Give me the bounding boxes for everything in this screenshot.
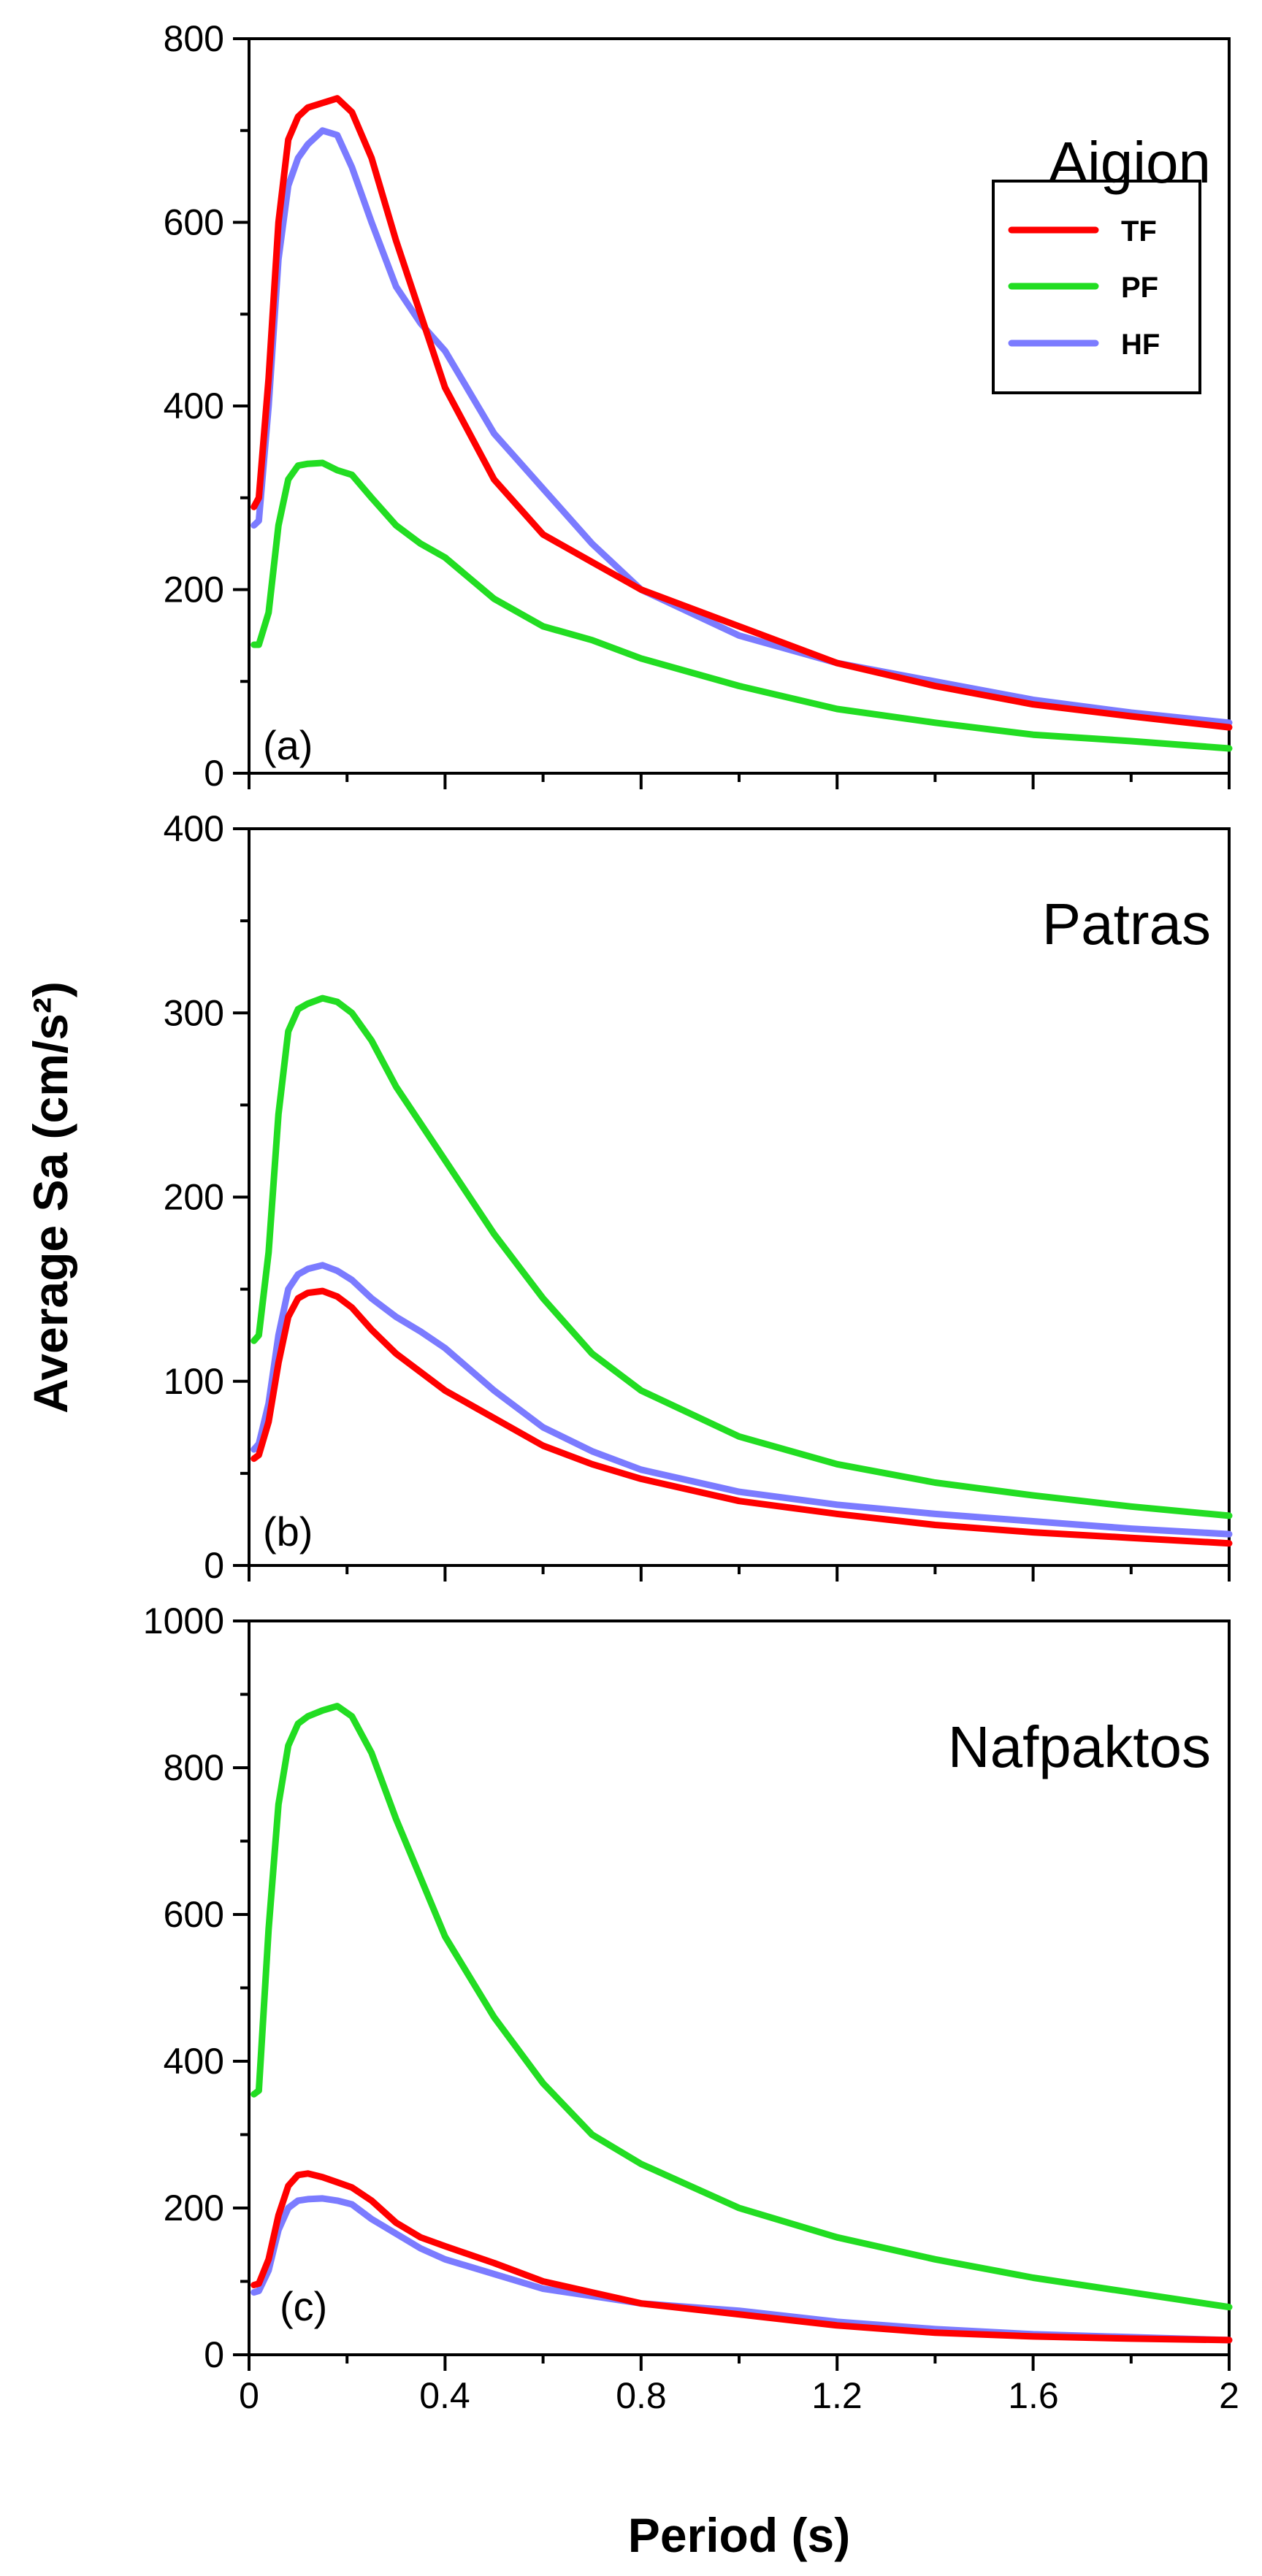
panel-patras-series [251,994,1233,1547]
x-tick-label: 1.6 [1008,2375,1059,2416]
series-line-tf [251,2170,1233,2344]
y-tick-label: 100 [164,1361,224,1402]
panel-aigion-series [251,95,1233,752]
series-line-pf [251,459,1233,752]
y-tick-label: 300 [164,992,224,1033]
panel-patras-ticks: 0 100 200 300 400 [164,808,1231,1586]
y-tick-label: 400 [164,2041,224,2082]
y-tick-label: 0 [204,753,224,794]
panel-nafpaktos-ticks: 0 200 400 600 800 1000 [143,1601,1231,2375]
legend-box [992,180,1201,394]
y-tick-label: 0 [204,2334,224,2375]
y-tick-label: 200 [164,570,224,610]
x-tick-label: 2 [1219,2375,1239,2416]
legend-label-pf: PF [1121,272,1158,304]
y-axis-title: Average Sa (cm/s²) [23,981,77,1414]
y-tick-label: 400 [164,386,224,426]
x-tick-label: 0 [239,2375,259,2416]
x-tick-label: 0.8 [616,2375,667,2416]
legend: TF PF HF [992,180,1201,394]
legend-label-hf: HF [1121,329,1160,361]
panel-aigion-letter: (a) [263,722,313,768]
x-tick-label: 0.4 [419,2375,470,2416]
panel-nafpaktos-series [251,1703,1233,2344]
series-line-hf [251,127,1233,727]
panel-nafpaktos-letter: (c) [280,2283,327,2329]
y-tick-label: 200 [164,2188,224,2228]
series-line-hf [251,2195,1233,2344]
panel-aigion-station-label: Aigion [1049,130,1211,195]
y-tick-label: 200 [164,1177,224,1218]
panel-nafpaktos-station-label: Nafpaktos [948,1714,1211,1779]
series-line-tf [251,1287,1233,1547]
panel-aigion-ticks: 0 200 400 600 800 [164,18,1231,794]
panel-nafpaktos: 0 200 400 600 800 1000 Nafpaktos (c) [143,1601,1233,2375]
panel-aigion: 0 200 400 600 800 Aigion (a) TF PF HF [164,18,1233,794]
y-tick-label: 800 [164,1747,224,1788]
panel-patras-station-label: Patras [1042,892,1211,957]
y-tick-label: 1000 [143,1601,224,1641]
series-line-pf [251,994,1233,1519]
x-tick-labels: 0 0.4 0.8 1.2 1.6 2 [239,2375,1239,2416]
x-axis-title: Period (s) [628,2508,850,2562]
y-tick-label: 400 [164,808,224,849]
y-tick-label: 600 [164,202,224,243]
legend-label-tf: TF [1121,215,1157,248]
y-tick-label: 800 [164,18,224,59]
series-line-tf [251,95,1233,731]
series-line-pf [251,1703,1233,2311]
series-line-hf [251,1262,1233,1538]
y-tick-label: 0 [204,1545,224,1586]
panel-patras-letter: (b) [263,1509,313,1555]
panel-patras: 0 100 200 300 400 Patras (b) [164,808,1233,1586]
x-tick-label: 1.2 [811,2375,863,2416]
y-tick-label: 600 [164,1894,224,1935]
